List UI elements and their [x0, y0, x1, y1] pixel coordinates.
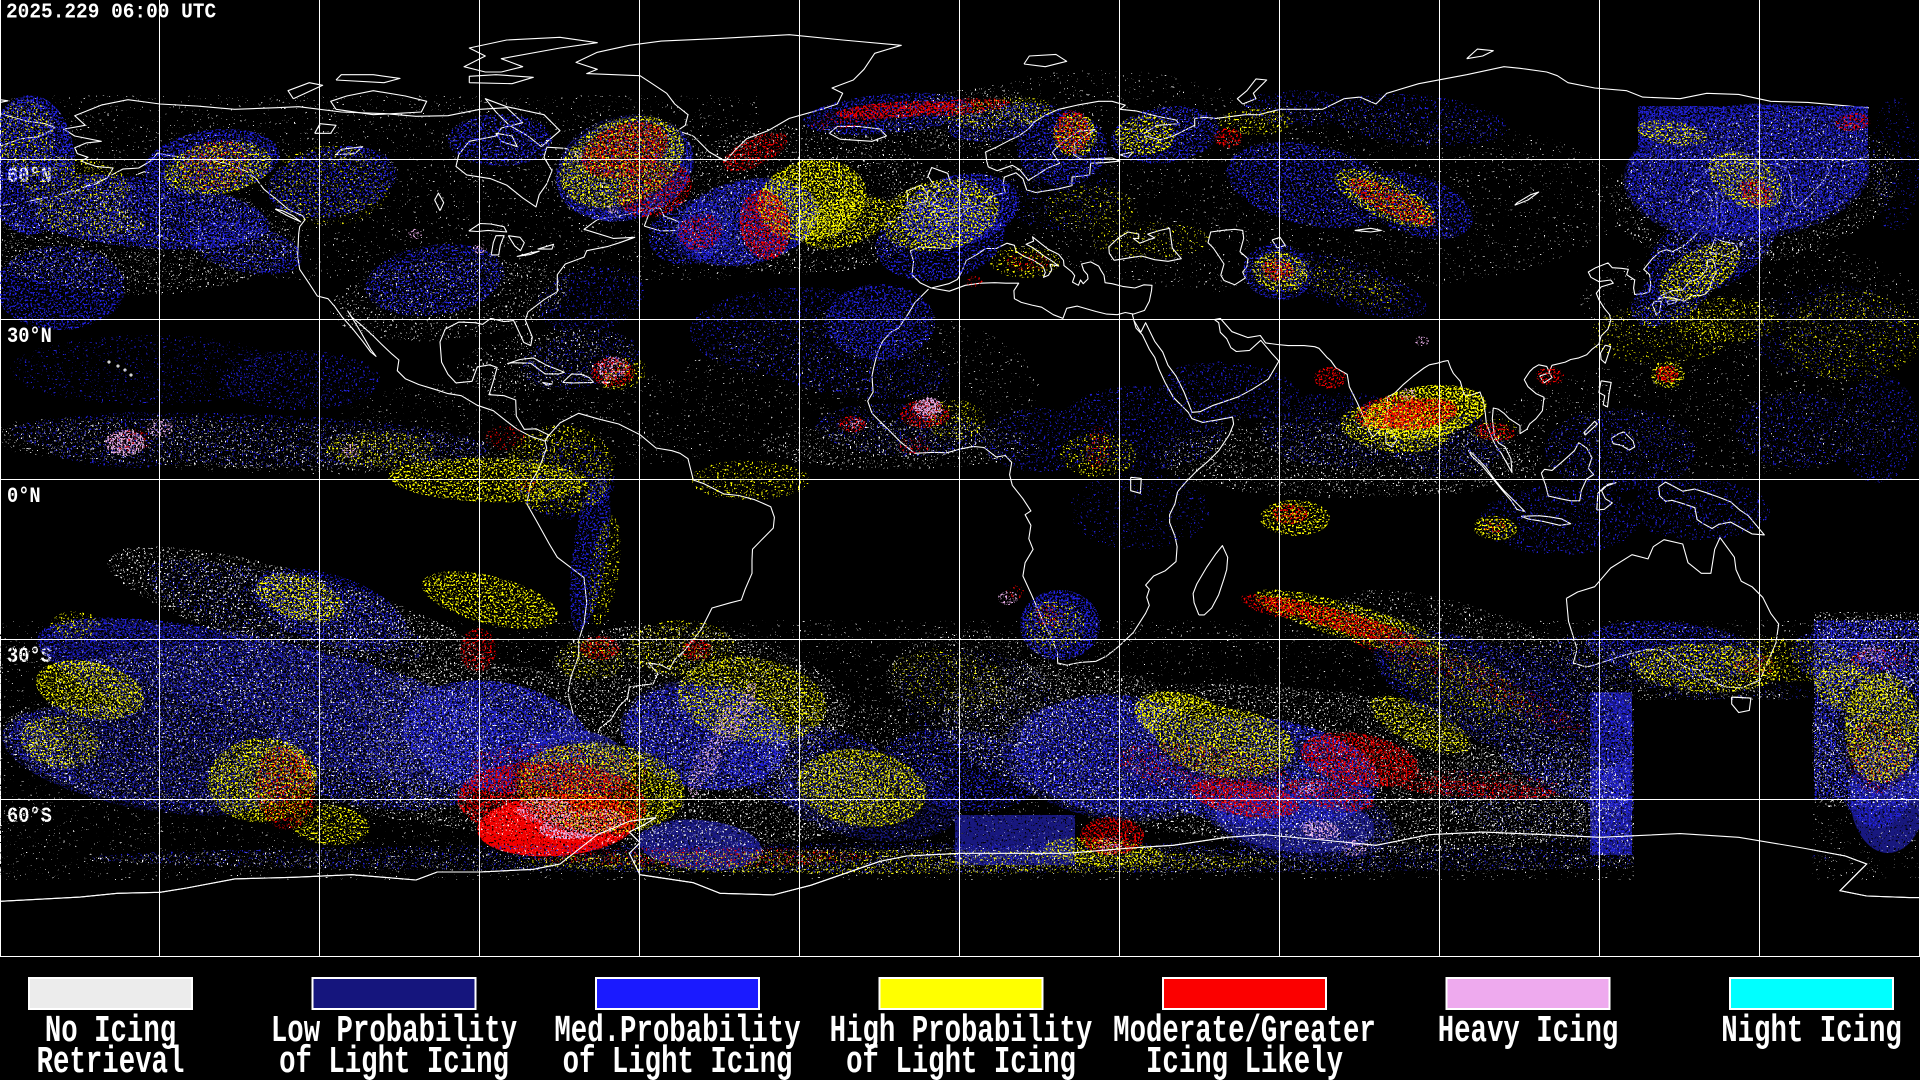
svg-text:Retrieval: Retrieval: [37, 1040, 185, 1080]
svg-text:High Probability: High Probability: [830, 1009, 1093, 1053]
svg-text:No Icing: No Icing: [45, 1009, 176, 1053]
svg-text:0°N: 0°N: [7, 485, 41, 510]
svg-text:of Light Icing: of Light Icing: [279, 1040, 509, 1080]
svg-text:of Light Icing: of Light Icing: [563, 1040, 793, 1080]
svg-text:of Light Icing: of Light Icing: [846, 1040, 1076, 1080]
svg-text:30°N: 30°N: [7, 325, 52, 350]
svg-text:Night Icing: Night Icing: [1721, 1009, 1902, 1053]
svg-text:Low Probability: Low Probability: [271, 1009, 517, 1053]
svg-text:2025.229 06:00 UTC: 2025.229 06:00 UTC: [6, 1, 216, 25]
svg-text:Med.Probability: Med.Probability: [554, 1009, 800, 1053]
svg-text:Moderate/Greater: Moderate/Greater: [1113, 1009, 1376, 1053]
svg-text:Icing Likely: Icing Likely: [1146, 1040, 1343, 1080]
svg-text:Heavy Icing: Heavy Icing: [1438, 1009, 1619, 1053]
